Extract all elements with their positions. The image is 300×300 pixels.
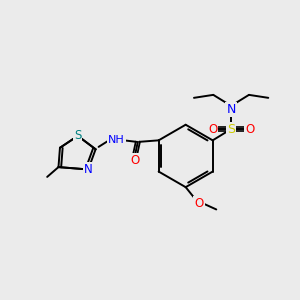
Text: N: N xyxy=(84,163,93,176)
Text: O: O xyxy=(208,122,217,136)
Text: O: O xyxy=(245,122,254,136)
Text: S: S xyxy=(227,122,235,136)
Text: O: O xyxy=(130,154,140,167)
Text: NH: NH xyxy=(108,135,125,145)
Text: S: S xyxy=(74,129,82,142)
Text: O: O xyxy=(194,197,204,210)
Text: N: N xyxy=(226,103,236,116)
